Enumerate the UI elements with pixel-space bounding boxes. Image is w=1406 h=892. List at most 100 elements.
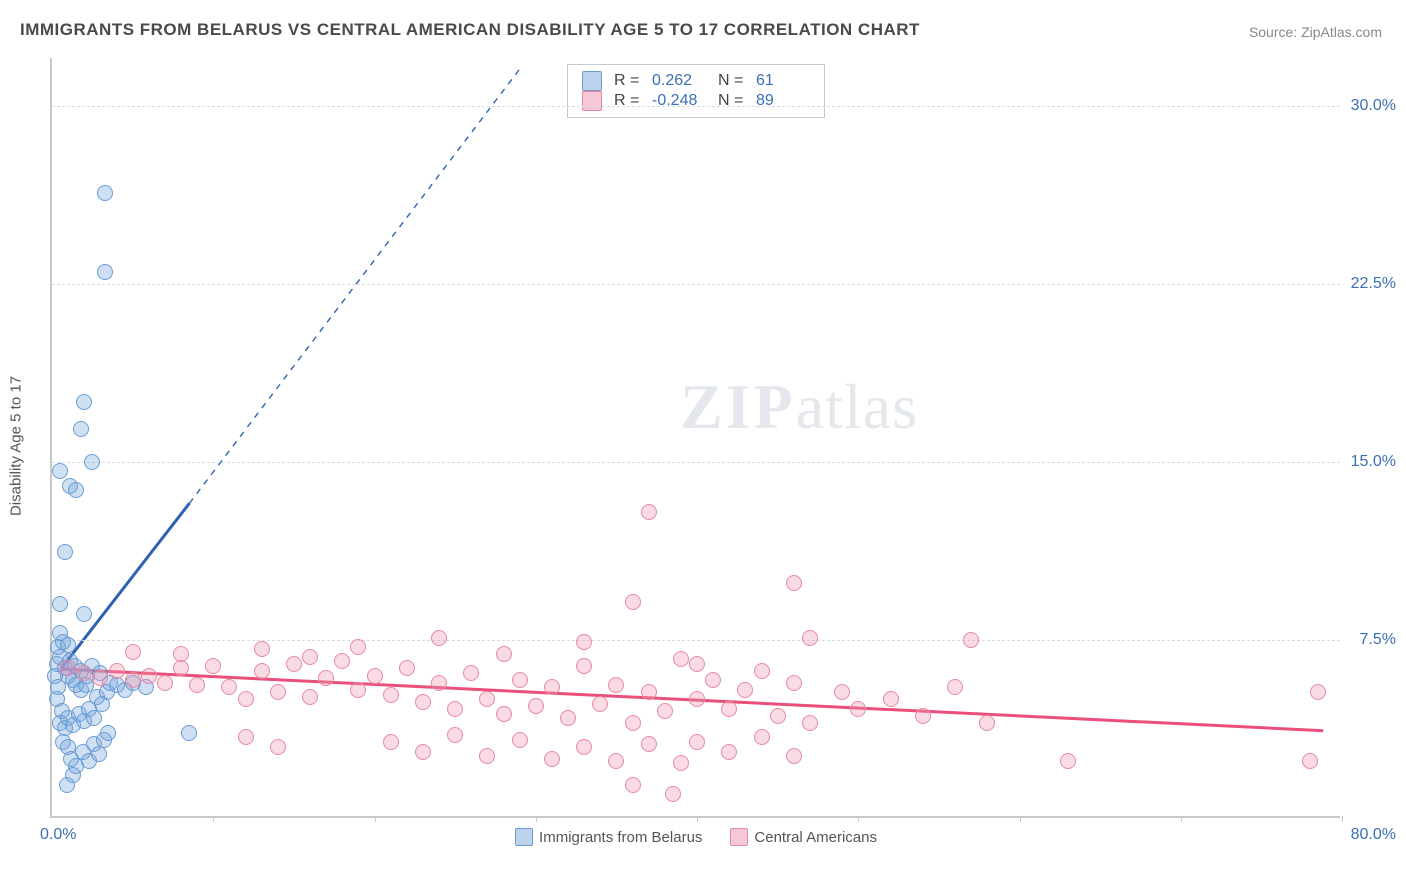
y-tick-label: 7.5% [1360,631,1396,649]
scatter-point-belarus [52,463,68,479]
scatter-point-central [512,732,528,748]
scatter-point-belarus [86,710,102,726]
source-attribution: Source: ZipAtlas.com [1249,24,1382,40]
stats-row-central: R = -0.248 N = 89 [582,91,810,111]
scatter-point-belarus [76,394,92,410]
scatter-point-central [221,679,237,695]
scatter-point-central [447,701,463,717]
scatter-point-central [447,727,463,743]
scatter-point-central [350,639,366,655]
scatter-point-central [979,715,995,731]
scatter-point-central [528,698,544,714]
scatter-point-central [76,665,92,681]
scatter-point-central [689,734,705,750]
scatter-point-central [479,691,495,707]
x-axis-min-label: 0.0% [40,826,76,844]
scatter-point-central [576,658,592,674]
x-tick [213,816,214,822]
scatter-point-central [318,670,334,686]
scatter-point-central [608,677,624,693]
scatter-point-central [721,744,737,760]
scatter-point-central [665,786,681,802]
swatch-central [582,91,602,111]
scatter-point-central [270,684,286,700]
scatter-point-belarus [68,482,84,498]
scatter-point-central [721,701,737,717]
x-tick [375,816,376,822]
scatter-point-central [431,675,447,691]
scatter-point-central [415,744,431,760]
scatter-point-central [125,644,141,660]
scatter-point-central [157,675,173,691]
scatter-point-central [383,734,399,750]
scatter-point-central [286,656,302,672]
scatter-point-central [786,748,802,764]
gridline [52,106,1340,107]
scatter-point-central [141,668,157,684]
scatter-point-central [802,715,818,731]
scatter-point-central [915,708,931,724]
scatter-point-central [560,710,576,726]
scatter-point-central [205,658,221,674]
stat-n-value-central: 89 [756,92,810,110]
y-axis-title: Disability Age 5 to 17 [8,376,25,516]
scatter-point-central [415,694,431,710]
plot-area: ZIPatlas R = 0.262 N = 61 R = -0.248 N =… [50,58,1340,818]
scatter-point-central [625,777,641,793]
scatter-point-central [479,748,495,764]
scatter-point-central [608,753,624,769]
scatter-point-central [963,632,979,648]
scatter-point-central [544,679,560,695]
scatter-point-central [238,729,254,745]
scatter-point-central [512,672,528,688]
scatter-point-central [673,755,689,771]
scatter-point-central [705,672,721,688]
stat-r-label: R = [614,72,640,90]
scatter-point-belarus [97,264,113,280]
stat-r-value-central: -0.248 [652,92,706,110]
scatter-point-central [786,675,802,691]
scatter-point-belarus [97,185,113,201]
scatter-point-central [850,701,866,717]
scatter-point-central [947,679,963,695]
stat-n-label: N = [718,92,744,110]
stat-r-value-belarus: 0.262 [652,72,706,90]
scatter-point-central [737,682,753,698]
swatch-central [730,828,748,846]
scatter-point-central [770,708,786,724]
scatter-point-central [576,634,592,650]
x-tick [1342,816,1343,822]
stats-row-belarus: R = 0.262 N = 61 [582,71,810,91]
stat-n-label: N = [718,72,744,90]
legend-label-belarus: Immigrants from Belarus [539,829,702,846]
x-tick [697,816,698,822]
x-tick [536,816,537,822]
scatter-point-central [254,641,270,657]
correlation-stats-box: R = 0.262 N = 61 R = -0.248 N = 89 [567,64,825,118]
swatch-belarus [582,71,602,91]
gridline [52,640,1340,641]
x-axis-max-label: 80.0% [1351,826,1396,844]
scatter-point-central [1310,684,1326,700]
x-tick [858,816,859,822]
scatter-point-central [254,663,270,679]
scatter-point-central [834,684,850,700]
chart-title: IMMIGRANTS FROM BELARUS VS CENTRAL AMERI… [20,20,920,40]
scatter-point-belarus [52,625,68,641]
scatter-point-central [463,665,479,681]
x-tick [1181,816,1182,822]
scatter-point-central [270,739,286,755]
scatter-point-central [625,594,641,610]
legend-item-belarus: Immigrants from Belarus [515,828,702,846]
scatter-point-central [60,660,76,676]
scatter-point-central [125,672,141,688]
trendline-belarus [61,503,190,669]
gridline [52,462,1340,463]
scatter-point-central [383,687,399,703]
scatter-point-belarus [52,596,68,612]
scatter-point-central [786,575,802,591]
scatter-point-belarus [91,746,107,762]
scatter-point-central [1060,753,1076,769]
scatter-point-central [302,689,318,705]
scatter-point-central [350,682,366,698]
